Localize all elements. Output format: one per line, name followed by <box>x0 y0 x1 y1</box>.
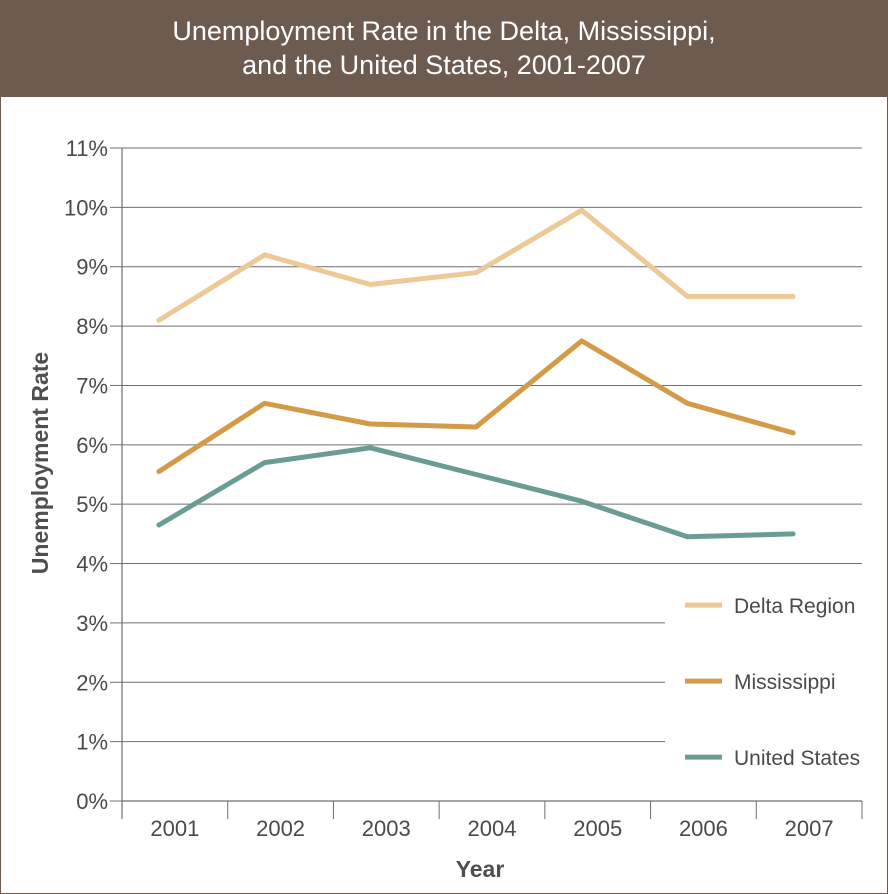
y-tick-label: 5% <box>76 492 108 517</box>
y-tick-label: 4% <box>76 552 108 577</box>
x-tick-label: 2002 <box>256 816 305 841</box>
y-tick-label: 0% <box>76 789 108 814</box>
x-tick-label: 2007 <box>785 816 834 841</box>
y-tick-label: 11% <box>66 136 108 161</box>
x-axis-title: Year <box>456 856 505 882</box>
series-line-delta-region <box>156 207 796 323</box>
legend-label: Mississippi <box>734 671 836 694</box>
y-tick-label: 3% <box>76 611 108 636</box>
x-tick-label: 2001 <box>150 816 199 841</box>
grid-lines <box>122 147 862 743</box>
y-tick-label: 10% <box>64 195 108 220</box>
x-tick-label: 2006 <box>679 816 728 841</box>
x-tick-label: 2004 <box>468 816 517 841</box>
y-tick-label: 1% <box>76 730 108 755</box>
chart-title-banner: Unemployment Rate in the Delta, Mississi… <box>0 0 888 97</box>
y-tick-label: 9% <box>76 255 108 280</box>
y-tick-label: 8% <box>76 314 108 339</box>
x-tick-label: 2005 <box>573 816 622 841</box>
y-tick-label: 7% <box>76 373 108 398</box>
legend-label: United States <box>734 747 860 770</box>
legend: Delta Region Mississippi United States <box>685 595 860 770</box>
y-tick-label: 6% <box>76 433 108 458</box>
legend-label: Delta Region <box>734 595 855 618</box>
series-line-mississippi <box>156 338 796 474</box>
chart-title-line-2: and the United States, 2001-2007 <box>242 50 646 80</box>
y-tick-label: 2% <box>76 670 108 695</box>
x-tick-label: 2003 <box>362 816 411 841</box>
series-line-united-states <box>156 445 796 540</box>
chart-title-line-1: Unemployment Rate in the Delta, Mississi… <box>172 16 716 46</box>
y-axis-title: Unemployment Rate <box>27 352 53 574</box>
series-lines <box>156 207 796 540</box>
axes: 0% 1% 2% 3% 4% 5% 6% 7% 8% 9% 10% 11% 2001 2002 2003 20… <box>64 136 863 841</box>
